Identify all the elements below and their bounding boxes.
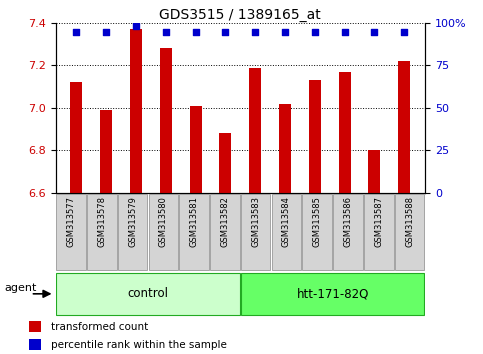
Bar — [364, 194, 394, 270]
Point — [251, 29, 259, 34]
Bar — [160, 48, 172, 193]
Point — [400, 29, 408, 34]
Bar — [210, 194, 240, 270]
Text: agent: agent — [4, 283, 37, 293]
Bar — [309, 80, 321, 193]
Point — [162, 29, 170, 34]
Bar — [118, 194, 147, 270]
Text: GSM313585: GSM313585 — [313, 196, 322, 247]
Text: GSM313586: GSM313586 — [343, 196, 353, 247]
Bar — [279, 104, 291, 193]
Point — [311, 29, 319, 34]
Bar — [249, 68, 261, 193]
Bar — [29, 321, 41, 332]
Text: GSM313587: GSM313587 — [374, 196, 384, 247]
Point — [370, 29, 378, 34]
Text: GSM313579: GSM313579 — [128, 196, 137, 247]
Point — [222, 29, 229, 34]
Bar — [219, 133, 231, 193]
Text: GSM313584: GSM313584 — [282, 196, 291, 247]
Bar — [100, 110, 112, 193]
Bar — [272, 194, 301, 270]
Bar — [190, 106, 201, 193]
Text: GSM313583: GSM313583 — [251, 196, 260, 247]
Point — [132, 24, 140, 29]
Bar — [56, 194, 85, 270]
Point — [102, 29, 110, 34]
Bar — [29, 339, 41, 350]
Text: GSM313581: GSM313581 — [190, 196, 199, 247]
Text: control: control — [128, 287, 169, 300]
Bar — [398, 61, 410, 193]
Point — [72, 29, 80, 34]
Title: GDS3515 / 1389165_at: GDS3515 / 1389165_at — [159, 8, 321, 22]
Bar — [241, 273, 425, 315]
Bar — [339, 72, 351, 193]
Bar — [369, 150, 380, 193]
Text: GSM313582: GSM313582 — [220, 196, 229, 247]
Text: transformed count: transformed count — [51, 322, 148, 332]
Point — [341, 29, 348, 34]
Text: htt-171-82Q: htt-171-82Q — [297, 287, 369, 300]
Bar — [56, 273, 240, 315]
Bar — [302, 194, 332, 270]
Text: GSM313580: GSM313580 — [159, 196, 168, 247]
Bar — [241, 194, 270, 270]
Bar — [149, 194, 178, 270]
Text: GSM313578: GSM313578 — [97, 196, 106, 247]
Bar — [130, 29, 142, 193]
Bar — [395, 194, 425, 270]
Point — [192, 29, 199, 34]
Bar — [71, 82, 83, 193]
Text: percentile rank within the sample: percentile rank within the sample — [51, 340, 227, 350]
Text: GSM313588: GSM313588 — [405, 196, 414, 247]
Bar — [87, 194, 116, 270]
Bar — [333, 194, 363, 270]
Text: GSM313577: GSM313577 — [67, 196, 75, 247]
Bar — [179, 194, 209, 270]
Point — [281, 29, 289, 34]
